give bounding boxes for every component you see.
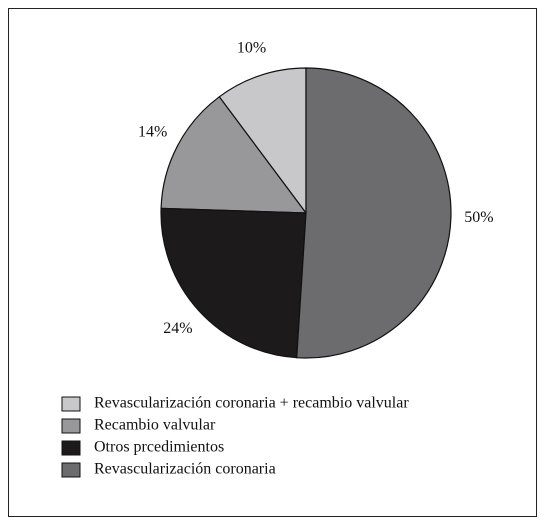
pie-slice — [296, 67, 452, 359]
data-label: 10% — [237, 39, 266, 56]
legend-label: Revascularización coronaria + recambio v… — [94, 395, 409, 412]
frame — [8, 8, 537, 517]
pie-slice — [160, 95, 308, 214]
pie-slice — [218, 67, 307, 215]
legend-label: Revascularización coronaria — [94, 461, 276, 478]
legend-label: Recambio valvular — [94, 417, 216, 434]
legend-swatch — [61, 440, 81, 456]
legend-swatch — [61, 418, 81, 434]
data-label: 24% — [163, 320, 192, 337]
legend-label: Otros prcedimientos — [94, 439, 224, 456]
legend-swatch — [61, 462, 81, 478]
data-label: 14% — [138, 124, 167, 141]
legend-swatch — [61, 396, 81, 412]
data-label: 50% — [464, 209, 493, 226]
pie-slice — [160, 207, 307, 359]
